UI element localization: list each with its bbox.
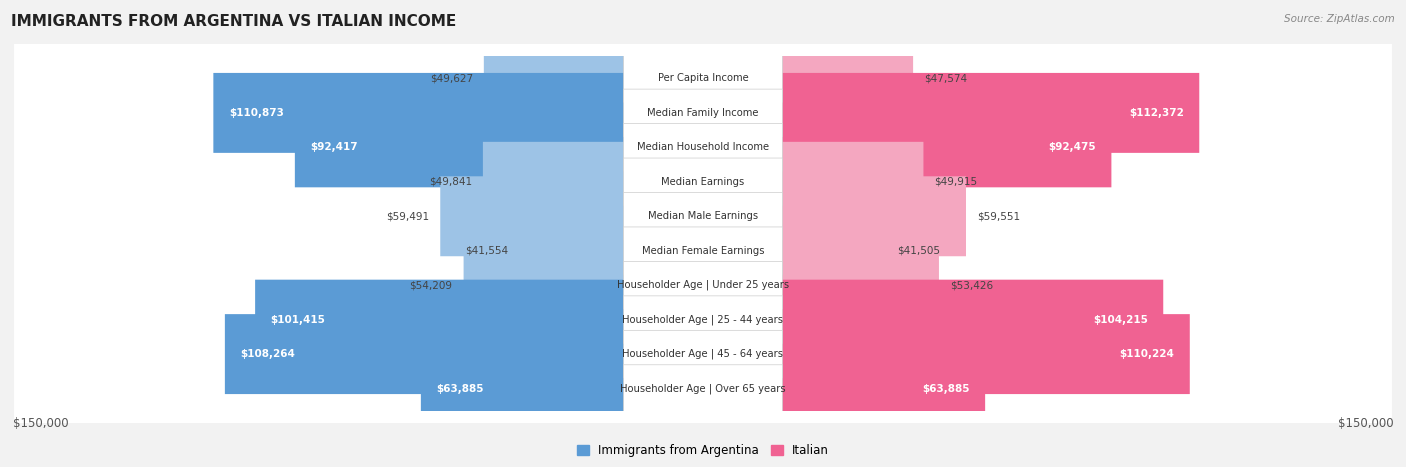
Text: Median Family Income: Median Family Income <box>647 108 759 118</box>
Text: $63,885: $63,885 <box>922 383 970 394</box>
FancyBboxPatch shape <box>703 177 966 256</box>
Text: Median Earnings: Median Earnings <box>661 177 745 187</box>
FancyBboxPatch shape <box>623 262 783 309</box>
FancyBboxPatch shape <box>14 319 1392 389</box>
FancyBboxPatch shape <box>14 251 1392 319</box>
Text: $49,841: $49,841 <box>429 177 472 187</box>
Text: Householder Age | 45 - 64 years: Householder Age | 45 - 64 years <box>623 349 783 359</box>
FancyBboxPatch shape <box>703 211 886 290</box>
Text: $47,574: $47,574 <box>924 73 967 84</box>
FancyBboxPatch shape <box>703 348 986 429</box>
Text: IMMIGRANTS FROM ARGENTINA VS ITALIAN INCOME: IMMIGRANTS FROM ARGENTINA VS ITALIAN INC… <box>11 14 457 29</box>
FancyBboxPatch shape <box>14 182 1392 251</box>
Text: $92,417: $92,417 <box>311 142 359 152</box>
Text: $63,885: $63,885 <box>436 383 484 394</box>
FancyBboxPatch shape <box>703 280 1163 360</box>
Text: $41,554: $41,554 <box>465 246 509 256</box>
FancyBboxPatch shape <box>14 44 1392 113</box>
Text: $49,915: $49,915 <box>935 177 977 187</box>
Text: $101,415: $101,415 <box>270 315 325 325</box>
FancyBboxPatch shape <box>519 211 703 290</box>
Text: $108,264: $108,264 <box>240 349 295 359</box>
FancyBboxPatch shape <box>703 314 1189 394</box>
Text: Source: ZipAtlas.com: Source: ZipAtlas.com <box>1284 14 1395 24</box>
FancyBboxPatch shape <box>623 227 783 275</box>
Text: Median Male Earnings: Median Male Earnings <box>648 211 758 221</box>
FancyBboxPatch shape <box>14 148 1392 216</box>
FancyBboxPatch shape <box>214 73 703 153</box>
FancyBboxPatch shape <box>623 55 783 102</box>
FancyBboxPatch shape <box>482 142 703 222</box>
Text: $92,475: $92,475 <box>1049 142 1095 152</box>
FancyBboxPatch shape <box>703 245 939 325</box>
FancyBboxPatch shape <box>623 330 783 378</box>
FancyBboxPatch shape <box>623 158 783 205</box>
FancyBboxPatch shape <box>703 107 1111 187</box>
Text: $59,491: $59,491 <box>387 211 429 221</box>
Text: $49,627: $49,627 <box>430 73 472 84</box>
Text: $110,873: $110,873 <box>229 108 284 118</box>
FancyBboxPatch shape <box>623 89 783 137</box>
Legend: Immigrants from Argentina, Italian: Immigrants from Argentina, Italian <box>572 439 834 462</box>
Text: $59,551: $59,551 <box>977 211 1021 221</box>
FancyBboxPatch shape <box>14 113 1392 182</box>
Text: $53,426: $53,426 <box>950 280 993 290</box>
FancyBboxPatch shape <box>14 285 1392 354</box>
FancyBboxPatch shape <box>623 124 783 171</box>
FancyBboxPatch shape <box>440 177 703 256</box>
FancyBboxPatch shape <box>703 38 912 119</box>
FancyBboxPatch shape <box>484 38 703 119</box>
Text: $54,209: $54,209 <box>409 280 453 290</box>
FancyBboxPatch shape <box>623 365 783 412</box>
FancyBboxPatch shape <box>14 354 1392 423</box>
FancyBboxPatch shape <box>703 142 924 222</box>
FancyBboxPatch shape <box>623 192 783 240</box>
FancyBboxPatch shape <box>14 216 1392 285</box>
Text: Median Household Income: Median Household Income <box>637 142 769 152</box>
Text: Householder Age | Over 65 years: Householder Age | Over 65 years <box>620 383 786 394</box>
Text: Householder Age | Under 25 years: Householder Age | Under 25 years <box>617 280 789 290</box>
FancyBboxPatch shape <box>225 314 703 394</box>
FancyBboxPatch shape <box>623 296 783 343</box>
FancyBboxPatch shape <box>295 107 703 187</box>
Text: Median Female Earnings: Median Female Earnings <box>641 246 765 256</box>
FancyBboxPatch shape <box>14 78 1392 148</box>
FancyBboxPatch shape <box>703 73 1199 153</box>
Text: $104,215: $104,215 <box>1092 315 1147 325</box>
Text: Householder Age | 25 - 44 years: Householder Age | 25 - 44 years <box>623 314 783 325</box>
Text: $110,224: $110,224 <box>1119 349 1174 359</box>
FancyBboxPatch shape <box>420 348 703 429</box>
Text: $41,505: $41,505 <box>897 246 941 256</box>
Text: $112,372: $112,372 <box>1129 108 1184 118</box>
FancyBboxPatch shape <box>254 280 703 360</box>
FancyBboxPatch shape <box>464 245 703 325</box>
Text: Per Capita Income: Per Capita Income <box>658 73 748 84</box>
